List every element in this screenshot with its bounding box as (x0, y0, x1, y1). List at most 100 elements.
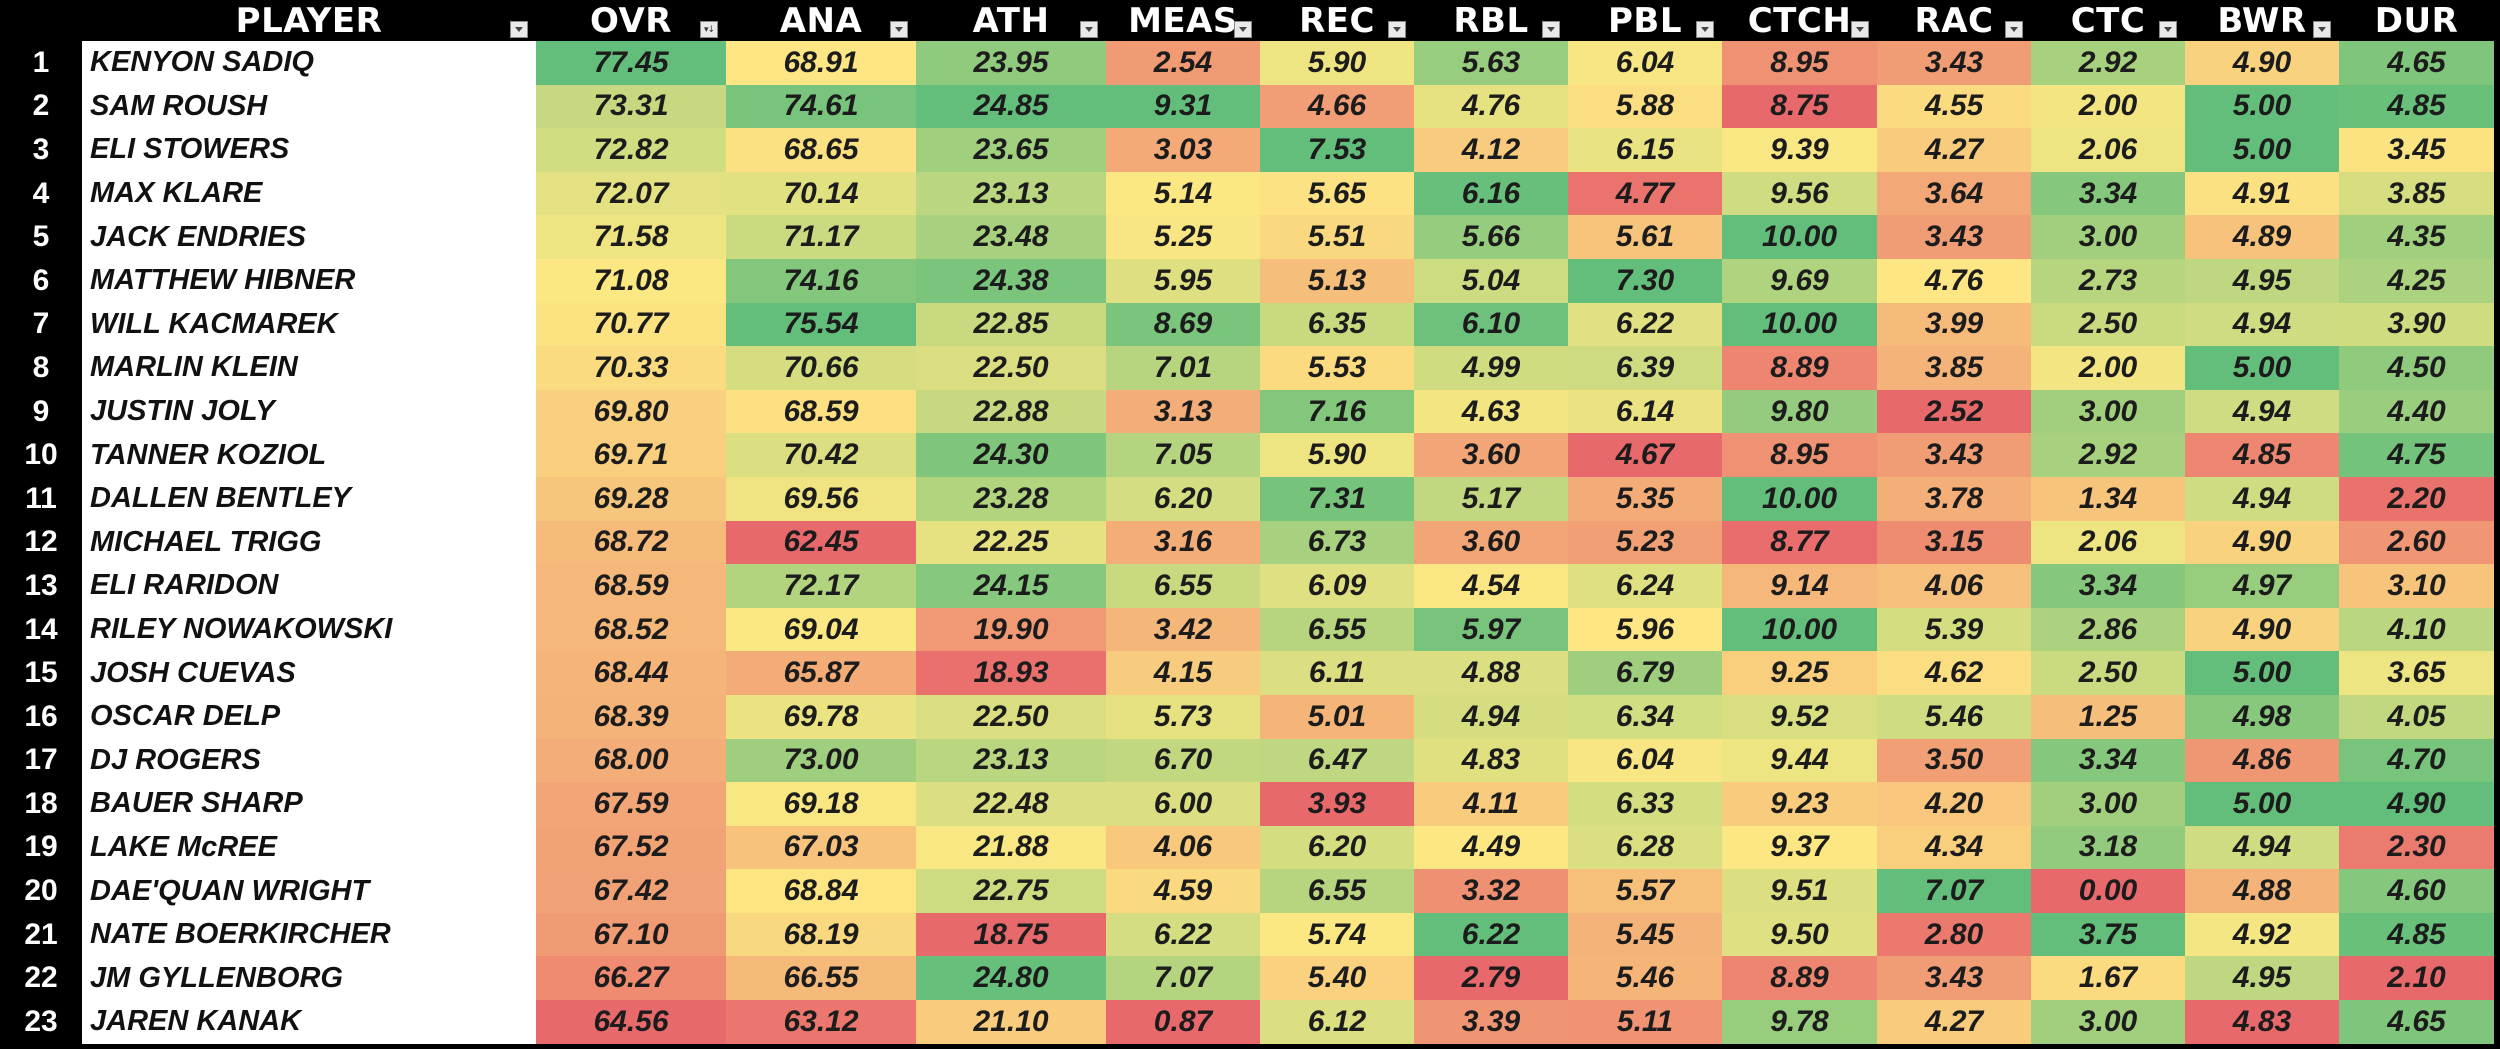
rac-cell[interactable]: 3.43 (1877, 41, 2031, 85)
ana-cell[interactable]: 68.84 (726, 869, 916, 913)
meas-cell[interactable]: 6.20 (1106, 476, 1260, 521)
header-rec[interactable]: REC (1260, 0, 1414, 41)
filter-dropdown-icon[interactable] (2313, 21, 2331, 38)
ctc-cell[interactable]: 0.00 (2031, 869, 2185, 913)
ovr-cell[interactable]: 69.80 (536, 389, 726, 434)
ath-cell[interactable]: 23.28 (916, 476, 1106, 521)
header-ctch[interactable]: CTCH (1722, 0, 1877, 41)
sort-descending-filter-icon[interactable] (700, 21, 718, 38)
filter-dropdown-icon[interactable] (1851, 21, 1869, 38)
ath-cell[interactable]: 19.90 (916, 607, 1106, 652)
bwr-cell[interactable]: 4.83 (2185, 1000, 2339, 1044)
dur-cell[interactable]: 3.90 (2339, 302, 2494, 347)
bwr-cell[interactable]: 4.94 (2185, 825, 2339, 870)
player-name-cell[interactable]: DALLEN BENTLEY (82, 476, 536, 521)
header-ovr[interactable]: OVR (536, 0, 726, 41)
rank-cell[interactable]: 12 (0, 520, 82, 565)
ana-cell[interactable]: 69.04 (726, 607, 916, 652)
bwr-cell[interactable]: 4.86 (2185, 738, 2339, 783)
ctc-cell[interactable]: 3.18 (2031, 825, 2185, 870)
rac-cell[interactable]: 3.99 (1877, 302, 2031, 347)
ath-cell[interactable]: 23.48 (916, 215, 1106, 259)
rank-cell[interactable]: 8 (0, 346, 82, 390)
ctch-cell[interactable]: 9.69 (1722, 258, 1877, 303)
player-name-cell[interactable]: MARLIN KLEIN (82, 346, 536, 390)
rac-cell[interactable]: 3.43 (1877, 215, 2031, 259)
pbl-cell[interactable]: 5.57 (1568, 869, 1722, 913)
rec-cell[interactable]: 5.13 (1260, 258, 1414, 303)
dur-cell[interactable]: 4.60 (2339, 869, 2494, 913)
ctch-cell[interactable]: 8.95 (1722, 41, 1877, 85)
ovr-cell[interactable]: 68.59 (536, 564, 726, 608)
ovr-cell[interactable]: 68.00 (536, 738, 726, 783)
player-name-cell[interactable]: SAM ROUSH (82, 84, 536, 129)
ath-cell[interactable]: 23.65 (916, 128, 1106, 172)
ctc-cell[interactable]: 2.00 (2031, 84, 2185, 129)
ana-cell[interactable]: 73.00 (726, 738, 916, 783)
ctc-cell[interactable]: 2.92 (2031, 433, 2185, 477)
bwr-cell[interactable]: 4.97 (2185, 564, 2339, 608)
pbl-cell[interactable]: 6.04 (1568, 41, 1722, 85)
ctch-cell[interactable]: 9.37 (1722, 825, 1877, 870)
rac-cell[interactable]: 3.50 (1877, 738, 2031, 783)
filter-dropdown-icon[interactable] (1696, 21, 1714, 38)
filter-dropdown-icon[interactable] (2159, 21, 2177, 38)
dur-cell[interactable]: 4.50 (2339, 346, 2494, 390)
rank-cell[interactable]: 19 (0, 825, 82, 870)
ana-cell[interactable]: 68.19 (726, 912, 916, 957)
player-name-cell[interactable]: KENYON SADIQ (82, 41, 536, 85)
ctch-cell[interactable]: 10.00 (1722, 215, 1877, 259)
rac-cell[interactable]: 3.64 (1877, 171, 2031, 216)
rbl-cell[interactable]: 6.10 (1414, 302, 1568, 347)
rac-cell[interactable]: 2.52 (1877, 389, 2031, 434)
ctch-cell[interactable]: 8.89 (1722, 956, 1877, 1001)
rac-cell[interactable]: 4.27 (1877, 1000, 2031, 1044)
rbl-cell[interactable]: 4.88 (1414, 651, 1568, 695)
ovr-cell[interactable]: 64.56 (536, 1000, 726, 1044)
bwr-cell[interactable]: 4.91 (2185, 171, 2339, 216)
player-name-cell[interactable]: NATE BOERKIRCHER (82, 912, 536, 957)
pbl-cell[interactable]: 4.77 (1568, 171, 1722, 216)
pbl-cell[interactable]: 4.67 (1568, 433, 1722, 477)
rbl-cell[interactable]: 4.76 (1414, 84, 1568, 129)
header-player[interactable]: PLAYER (82, 0, 536, 41)
rbl-cell[interactable]: 6.22 (1414, 912, 1568, 957)
ctc-cell[interactable]: 3.00 (2031, 1000, 2185, 1044)
filter-dropdown-icon[interactable] (890, 21, 908, 38)
rank-cell[interactable]: 18 (0, 782, 82, 826)
ana-cell[interactable]: 74.61 (726, 84, 916, 129)
ana-cell[interactable]: 71.17 (726, 215, 916, 259)
meas-cell[interactable]: 5.14 (1106, 171, 1260, 216)
bwr-cell[interactable]: 4.94 (2185, 302, 2339, 347)
rank-cell[interactable]: 10 (0, 433, 82, 477)
ctch-cell[interactable]: 9.51 (1722, 869, 1877, 913)
header-ath[interactable]: ATH (916, 0, 1106, 41)
ovr-cell[interactable]: 68.52 (536, 607, 726, 652)
meas-cell[interactable]: 4.59 (1106, 869, 1260, 913)
ctc-cell[interactable]: 2.86 (2031, 607, 2185, 652)
rank-cell[interactable]: 20 (0, 869, 82, 913)
bwr-cell[interactable]: 4.88 (2185, 869, 2339, 913)
rank-cell[interactable]: 11 (0, 476, 82, 521)
dur-cell[interactable]: 4.70 (2339, 738, 2494, 783)
rac-cell[interactable]: 3.85 (1877, 346, 2031, 390)
ctch-cell[interactable]: 8.95 (1722, 433, 1877, 477)
rbl-cell[interactable]: 4.12 (1414, 128, 1568, 172)
ovr-cell[interactable]: 68.44 (536, 651, 726, 695)
rac-cell[interactable]: 4.06 (1877, 564, 2031, 608)
rec-cell[interactable]: 6.55 (1260, 869, 1414, 913)
pbl-cell[interactable]: 6.04 (1568, 738, 1722, 783)
pbl-cell[interactable]: 5.35 (1568, 476, 1722, 521)
ana-cell[interactable]: 62.45 (726, 520, 916, 565)
ctch-cell[interactable]: 9.52 (1722, 694, 1877, 739)
rbl-cell[interactable]: 4.99 (1414, 346, 1568, 390)
ctc-cell[interactable]: 2.00 (2031, 346, 2185, 390)
rac-cell[interactable]: 2.80 (1877, 912, 2031, 957)
ath-cell[interactable]: 22.75 (916, 869, 1106, 913)
dur-cell[interactable]: 4.10 (2339, 607, 2494, 652)
bwr-cell[interactable]: 4.90 (2185, 41, 2339, 85)
rec-cell[interactable]: 5.90 (1260, 433, 1414, 477)
player-name-cell[interactable]: MAX KLARE (82, 171, 536, 216)
ath-cell[interactable]: 24.30 (916, 433, 1106, 477)
header-ana[interactable]: ANA (726, 0, 916, 41)
